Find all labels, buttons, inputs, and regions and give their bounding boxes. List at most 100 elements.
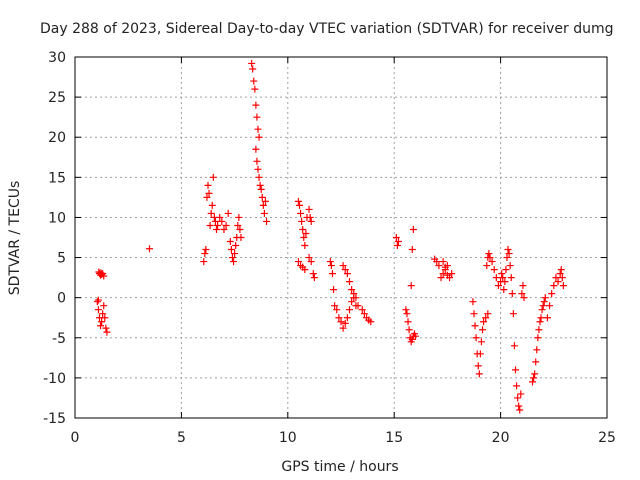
y-tick-label: 20 <box>48 130 66 146</box>
data-point <box>517 390 525 398</box>
data-point <box>294 258 302 266</box>
data-point <box>259 201 267 209</box>
data-point <box>205 189 213 197</box>
data-point <box>231 250 239 258</box>
data-point <box>310 274 318 282</box>
data-point <box>529 378 537 386</box>
data-point <box>550 282 558 290</box>
data-point <box>301 266 309 274</box>
data-point <box>498 270 506 278</box>
data-point <box>471 322 479 330</box>
data-point <box>346 278 354 286</box>
data-point <box>297 209 305 217</box>
data-point <box>261 197 269 205</box>
data-point <box>100 302 108 310</box>
data-point <box>484 310 492 318</box>
data-point <box>518 290 526 298</box>
data-point <box>557 266 565 274</box>
data-point <box>514 394 522 402</box>
data-point <box>301 242 309 250</box>
data-point <box>253 157 261 165</box>
data-point <box>331 302 339 310</box>
data-point <box>234 221 242 229</box>
data-point <box>552 274 560 282</box>
data-point <box>206 221 214 229</box>
data-point <box>260 209 268 217</box>
data-point <box>479 326 487 334</box>
data-point <box>439 270 447 278</box>
grid <box>75 57 607 418</box>
data-point <box>300 234 308 241</box>
data-point <box>307 217 315 225</box>
data-point <box>101 314 109 322</box>
y-tick-label: -10 <box>43 371 66 387</box>
data-point <box>250 77 258 85</box>
data-point <box>232 242 240 250</box>
data-point <box>501 278 509 286</box>
data-point <box>358 306 366 314</box>
data-point <box>145 245 153 253</box>
data-point <box>346 306 354 314</box>
data-point <box>554 278 562 286</box>
data-point <box>541 294 549 302</box>
data-point <box>538 306 546 314</box>
y-tick-label: -5 <box>52 331 66 347</box>
data-point <box>485 250 493 258</box>
data-point <box>254 165 262 173</box>
data-point <box>469 298 477 306</box>
data-point <box>499 274 507 282</box>
data-point <box>477 338 485 346</box>
data-point <box>350 290 358 298</box>
data-point <box>409 225 417 233</box>
data-point <box>507 274 515 282</box>
data-point <box>326 258 334 266</box>
data-point <box>504 246 512 254</box>
data-point <box>435 262 443 270</box>
data-point <box>408 335 416 343</box>
data-point <box>407 282 415 290</box>
data-point <box>333 306 341 314</box>
data-point <box>483 262 491 270</box>
data-point <box>405 326 413 334</box>
y-tick-label: 25 <box>48 90 66 106</box>
data-point <box>535 326 543 334</box>
data-point <box>408 246 416 254</box>
data-point <box>367 318 375 326</box>
data-point <box>294 197 302 205</box>
data-point <box>486 254 494 262</box>
data-point <box>213 225 221 233</box>
data-point <box>230 258 238 266</box>
data-point <box>309 270 317 278</box>
data-point <box>299 225 307 233</box>
data-point <box>220 225 228 233</box>
data-point <box>305 205 313 213</box>
data-point <box>360 310 368 318</box>
data-point <box>546 302 554 310</box>
data-point <box>337 318 345 326</box>
data-point <box>503 254 511 262</box>
data-point <box>100 272 108 280</box>
chart-title: Day 288 of 2023, Sidereal Day-to-day VTE… <box>40 21 614 37</box>
plot-frame <box>74 56 608 419</box>
data-point <box>328 270 336 278</box>
data-point <box>306 213 314 221</box>
data-point <box>534 334 542 342</box>
x-tick-label: 25 <box>598 430 616 446</box>
data-point <box>94 306 102 314</box>
data-point <box>515 402 523 410</box>
data-point <box>539 302 547 310</box>
data-point <box>394 238 402 246</box>
data-point <box>502 266 510 274</box>
data-point <box>532 358 540 366</box>
data-point <box>519 282 527 290</box>
data-point <box>249 65 257 73</box>
data-point <box>536 318 544 326</box>
data-point <box>402 306 410 314</box>
data-point <box>348 298 356 306</box>
axis-ticks: 0 5 10 15 20 25 -15 -10 -5 0 5 10 15 20 25 30 <box>43 50 616 446</box>
data-point <box>540 298 548 306</box>
data-point <box>339 262 347 270</box>
x-tick-label: 5 <box>177 430 186 446</box>
data-point <box>298 217 306 225</box>
x-axis-label: GPS time / hours <box>281 459 398 475</box>
